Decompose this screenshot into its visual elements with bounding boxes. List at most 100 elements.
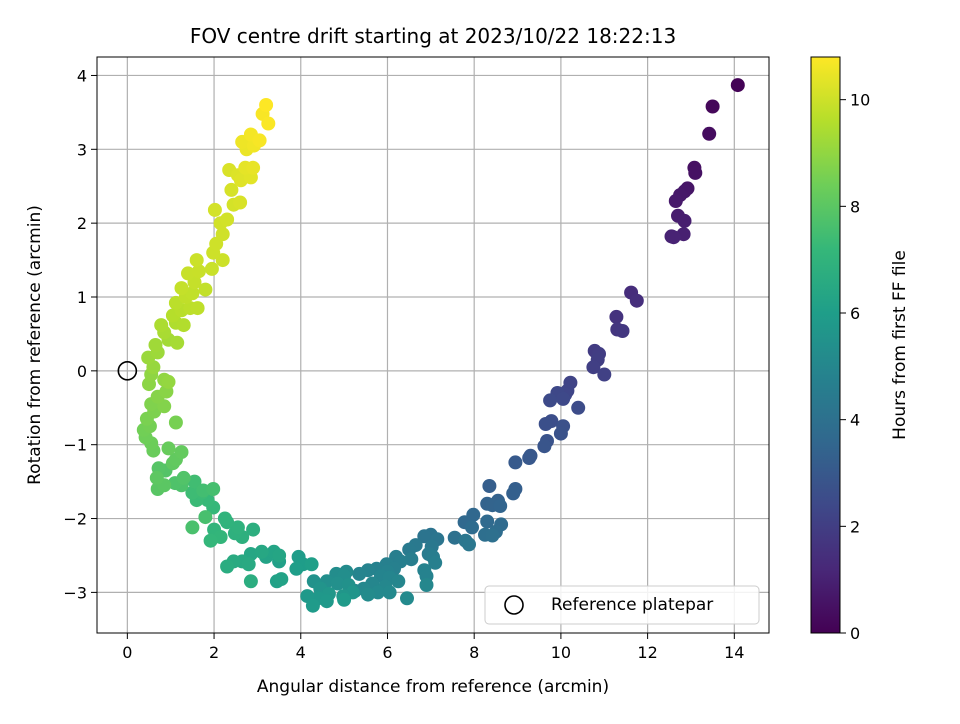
data-point bbox=[272, 548, 287, 563]
x-axis-ticks: 0 2 4 6 8 10 12 14 bbox=[122, 633, 744, 662]
colorbar-tick-label: 10 bbox=[850, 91, 870, 110]
data-point bbox=[198, 282, 213, 297]
data-point bbox=[447, 530, 462, 545]
y-tick-label: −3 bbox=[63, 583, 87, 602]
data-point bbox=[261, 116, 276, 131]
legend-box bbox=[484, 585, 760, 625]
colorbar-tick-label: 8 bbox=[850, 197, 860, 216]
data-point bbox=[161, 374, 176, 389]
data-point bbox=[319, 594, 334, 609]
colorbar-tick-label: 2 bbox=[850, 517, 860, 536]
colorbar-label: Hours from first FF file bbox=[890, 250, 910, 440]
data-point bbox=[462, 537, 476, 552]
data-point bbox=[230, 520, 245, 535]
chart-title: FOV centre drift starting at 2023/10/22 … bbox=[190, 24, 676, 48]
data-point bbox=[217, 511, 232, 526]
y-axis-ticks: −3 −2 −1 0 1 2 3 4 bbox=[63, 66, 97, 602]
data-point bbox=[597, 367, 612, 382]
data-point bbox=[537, 439, 552, 454]
data-point bbox=[730, 78, 745, 93]
data-point bbox=[609, 309, 624, 324]
data-point bbox=[154, 318, 169, 333]
data-point bbox=[352, 566, 367, 581]
data-point bbox=[203, 533, 218, 548]
data-point bbox=[190, 301, 205, 316]
data-point bbox=[191, 264, 206, 279]
data-point bbox=[170, 335, 185, 350]
data-point bbox=[337, 592, 352, 607]
x-tick-label: 4 bbox=[296, 643, 306, 662]
data-point bbox=[241, 557, 256, 572]
data-point bbox=[556, 391, 571, 406]
data-point bbox=[246, 160, 261, 175]
data-point bbox=[220, 559, 235, 574]
data-point bbox=[330, 576, 345, 591]
data-point bbox=[289, 561, 304, 576]
data-point bbox=[148, 338, 163, 352]
data-point bbox=[705, 99, 720, 114]
data-point bbox=[404, 552, 419, 567]
x-tick-label: 8 bbox=[469, 643, 479, 662]
data-point bbox=[382, 585, 397, 600]
data-point bbox=[259, 98, 274, 112]
data-point bbox=[361, 587, 375, 602]
data-point bbox=[185, 485, 200, 500]
data-point bbox=[206, 482, 221, 496]
data-point bbox=[553, 426, 568, 441]
data-point bbox=[702, 126, 717, 141]
data-point bbox=[419, 578, 434, 592]
y-tick-label: 2 bbox=[77, 214, 87, 233]
y-axis-label: Rotation from reference (arcmin) bbox=[25, 205, 45, 485]
data-point bbox=[305, 598, 320, 613]
colorbar: 0 2 4 6 8 10 Hours from first FF file bbox=[810, 56, 910, 643]
colorbar-tick-label: 4 bbox=[850, 411, 860, 430]
y-tick-label: 3 bbox=[77, 140, 87, 159]
legend-marker bbox=[504, 595, 524, 615]
data-point bbox=[233, 195, 248, 210]
data-point bbox=[538, 417, 553, 431]
data-point bbox=[522, 451, 537, 465]
data-point bbox=[400, 591, 414, 606]
data-point bbox=[493, 499, 508, 513]
x-tick-label: 2 bbox=[209, 643, 219, 662]
data-point bbox=[571, 400, 586, 415]
data-point bbox=[176, 318, 191, 333]
x-tick-label: 12 bbox=[637, 643, 657, 662]
data-point bbox=[207, 202, 222, 217]
data-point bbox=[220, 212, 235, 227]
data-point bbox=[677, 213, 692, 228]
colorbar-tick-label: 6 bbox=[850, 304, 860, 323]
data-point bbox=[666, 230, 681, 245]
data-point bbox=[187, 474, 202, 489]
data-point bbox=[668, 194, 683, 208]
data-point bbox=[485, 528, 500, 543]
data-point bbox=[161, 441, 176, 456]
legend-label: Reference platepar bbox=[551, 595, 713, 615]
data-point bbox=[185, 286, 200, 301]
y-tick-label: 1 bbox=[77, 288, 87, 307]
x-tick-label: 10 bbox=[551, 643, 571, 662]
data-point bbox=[246, 522, 261, 537]
data-point bbox=[204, 261, 219, 276]
data-point bbox=[629, 293, 644, 308]
data-point bbox=[215, 227, 230, 242]
data-point bbox=[215, 253, 230, 268]
data-point bbox=[543, 393, 558, 408]
data-point bbox=[428, 555, 443, 570]
data-point bbox=[254, 544, 269, 559]
y-tick-label: 0 bbox=[77, 362, 87, 381]
data-point bbox=[615, 324, 630, 338]
data-point bbox=[181, 266, 195, 281]
data-point bbox=[304, 557, 319, 572]
reference-marker bbox=[117, 361, 138, 381]
x-tick-label: 14 bbox=[724, 643, 744, 662]
data-point bbox=[252, 133, 267, 148]
grid-lines bbox=[97, 57, 769, 633]
x-tick-label: 0 bbox=[122, 643, 132, 662]
legend: Reference platepar bbox=[484, 585, 760, 625]
data-point bbox=[176, 470, 191, 485]
data-point bbox=[185, 520, 200, 535]
x-axis-label: Angular distance from reference (arcmin) bbox=[257, 677, 609, 697]
